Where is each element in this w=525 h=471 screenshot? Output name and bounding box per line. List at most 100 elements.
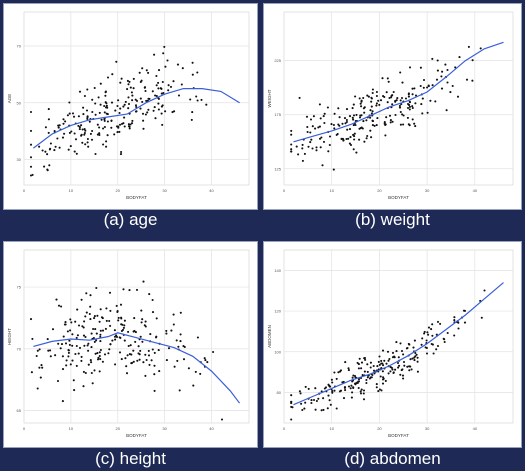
data-point: [420, 343, 423, 346]
data-point: [399, 123, 402, 126]
data-point: [458, 56, 461, 59]
data-point: [379, 375, 382, 378]
data-point: [47, 349, 50, 352]
data-point: [357, 380, 361, 383]
data-point: [68, 112, 71, 115]
data-point: [68, 339, 71, 342]
data-point: [127, 125, 131, 128]
data-point: [358, 97, 361, 100]
data-point: [310, 401, 313, 405]
data-point: [407, 123, 410, 126]
data-point: [99, 348, 102, 352]
y-tick-label: 30: [17, 157, 22, 162]
data-point: [290, 400, 293, 403]
data-point: [120, 317, 123, 320]
data-point: [370, 96, 373, 99]
data-point: [435, 333, 438, 336]
data-point: [118, 130, 121, 133]
data-point: [86, 344, 89, 347]
data-point: [44, 150, 47, 153]
data-point: [366, 376, 369, 379]
data-point: [130, 91, 133, 94]
data-point: [61, 136, 65, 139]
data-point: [94, 102, 97, 105]
data-point: [99, 333, 102, 336]
data-point: [402, 114, 405, 117]
data-point: [347, 137, 350, 140]
data-point: [413, 122, 416, 125]
data-point: [173, 110, 176, 113]
data-point: [391, 94, 394, 97]
data-point: [319, 146, 322, 149]
data-point: [75, 152, 78, 155]
data-point: [360, 114, 363, 117]
data-point: [414, 351, 417, 355]
data-point: [140, 79, 143, 82]
data-point: [99, 308, 102, 311]
data-point: [359, 102, 362, 105]
data-point: [423, 330, 426, 333]
data-point: [383, 121, 386, 124]
data-point: [57, 126, 60, 129]
data-point: [444, 63, 447, 66]
data-point: [103, 111, 106, 114]
data-point: [117, 316, 120, 319]
data-point: [103, 104, 106, 108]
data-point: [95, 332, 98, 335]
data-point: [311, 125, 314, 128]
data-point: [310, 399, 313, 402]
data-point: [98, 132, 101, 135]
data-point: [89, 359, 92, 362]
data-point: [90, 371, 93, 375]
data-point: [109, 324, 112, 327]
scatter-points: [29, 280, 224, 421]
data-point: [29, 129, 33, 132]
data-point: [91, 129, 94, 133]
scatter-plot-height: 0 10 20 30 40 65 70 75 BODYFAT HEIGHT: [7, 249, 250, 438]
data-point: [134, 331, 137, 334]
data-point: [191, 73, 194, 76]
data-point: [163, 45, 166, 48]
data-point: [328, 143, 331, 147]
data-point: [389, 121, 392, 124]
data-point: [53, 149, 56, 152]
data-point: [392, 90, 395, 94]
data-point: [203, 357, 206, 360]
data-point: [55, 298, 58, 301]
data-point: [146, 111, 149, 114]
data-point: [436, 344, 440, 348]
data-point: [127, 96, 130, 99]
data-point: [157, 81, 160, 84]
data-point: [317, 397, 320, 400]
data-point: [124, 357, 127, 360]
data-point: [363, 370, 366, 373]
data-point: [358, 127, 361, 130]
data-point: [178, 389, 181, 392]
data-point: [395, 341, 398, 344]
data-point: [81, 141, 84, 144]
data-point: [196, 71, 199, 74]
data-point: [138, 71, 141, 74]
data-point: [467, 45, 470, 48]
data-point: [84, 129, 87, 132]
data-point: [165, 329, 168, 332]
data-point: [120, 329, 123, 333]
data-point: [328, 135, 332, 138]
data-point: [358, 138, 361, 141]
data-point: [346, 128, 349, 131]
data-point: [150, 359, 153, 362]
data-point: [155, 94, 158, 98]
data-point: [327, 150, 330, 153]
y-tick-label: 70: [17, 346, 22, 351]
data-point: [48, 164, 51, 167]
data-point: [400, 349, 404, 353]
data-point: [83, 320, 86, 323]
data-point: [127, 330, 130, 333]
data-point: [442, 337, 445, 340]
data-point: [93, 317, 96, 320]
x-tick-label: 0: [283, 426, 286, 431]
data-point: [357, 367, 360, 370]
data-point: [175, 339, 178, 342]
data-point: [160, 92, 163, 95]
x-tick-label: 0: [23, 188, 26, 193]
